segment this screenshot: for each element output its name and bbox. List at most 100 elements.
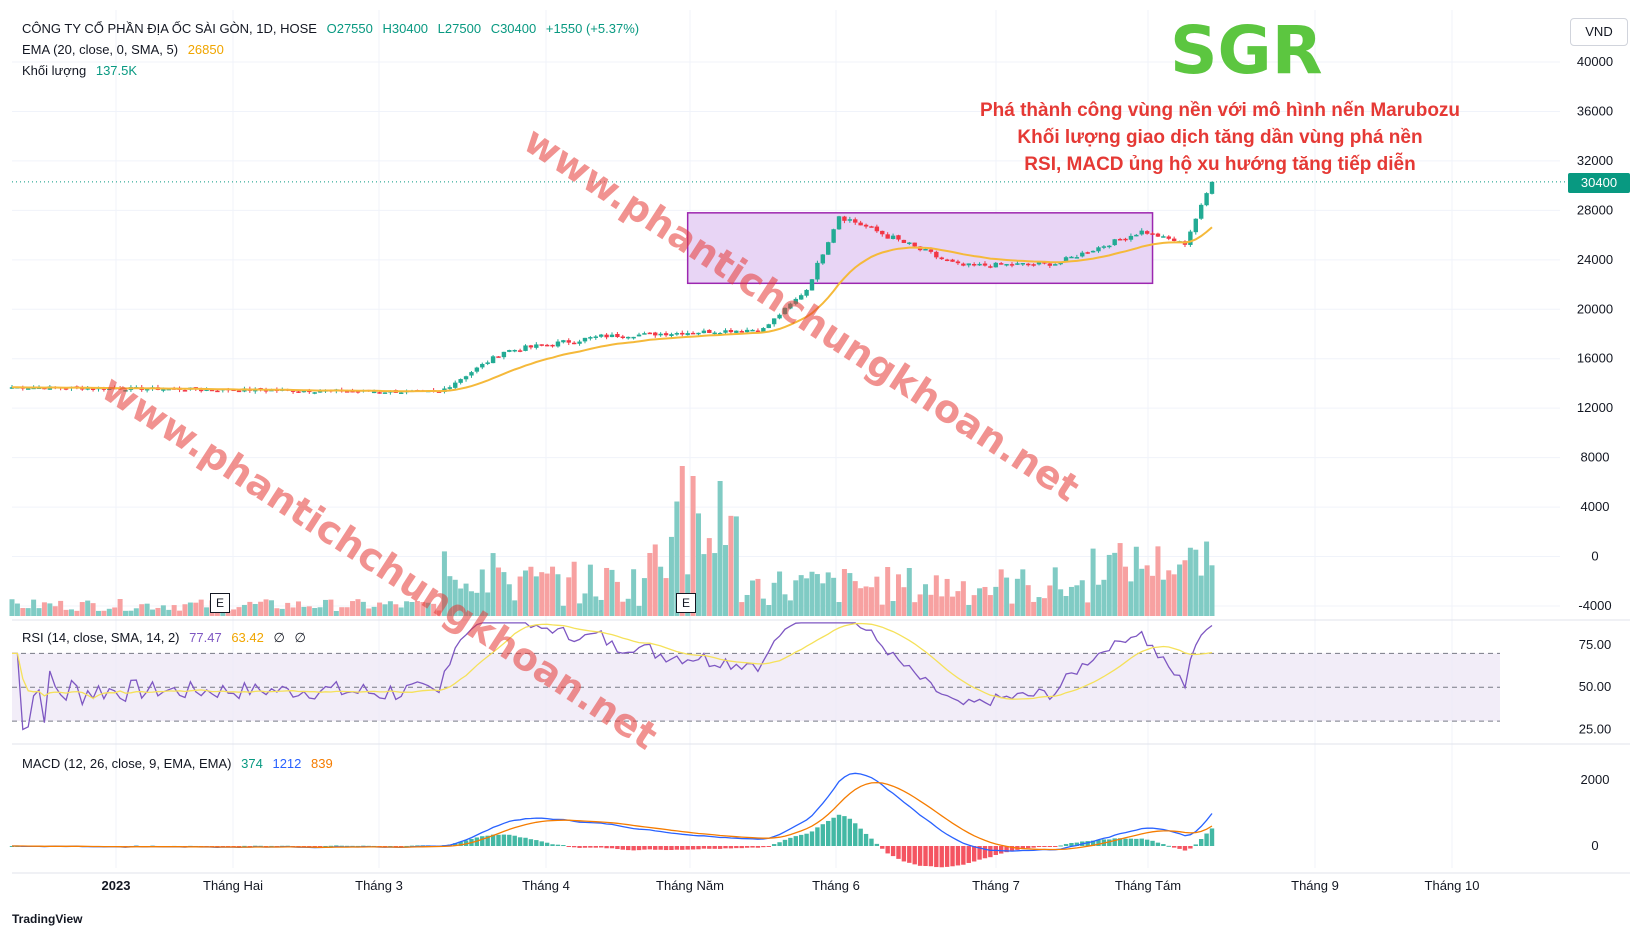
volume-bar [831,577,837,616]
volume-bar [160,605,166,616]
volume-bar [663,578,669,616]
candle-body [577,341,582,344]
candle-body [1047,263,1053,266]
macd-histogram-bar [663,846,669,851]
candle-body [123,390,128,392]
ema-legend[interactable]: EMA (20, close, 0, SMA, 5) 26850 [22,42,230,57]
macd-signal-value: 839 [311,756,333,771]
volume-bar [647,552,653,616]
macd-histogram-bar [696,846,701,850]
macd-signal-line [12,781,1213,851]
candle-body [690,332,696,335]
volume-value: 137.5K [95,63,138,78]
ema-value: 26850 [187,42,224,57]
price-axis-label: 4000 [1581,499,1610,514]
volume-bar [1074,585,1080,616]
macd-histogram-bar [593,846,598,848]
earnings-marker-2[interactable]: E [676,593,696,613]
rsi-legend[interactable]: RSI (14, close, SMA, 14, 2) 77.47 63.42 … [22,630,312,646]
volume-bar [52,606,58,616]
candle-body [944,259,950,262]
volume-bar [750,580,756,616]
last-price-label: 30400 [1568,173,1630,193]
candle-body [1166,236,1171,239]
volume-bar [555,574,561,616]
macd-histogram-bar [1058,845,1063,847]
macd-histogram-bar [555,844,561,846]
candle-body [204,389,209,391]
candle-body [885,234,890,239]
candle-body [263,389,269,392]
candle-body [804,289,809,296]
volume-bar [1036,597,1042,616]
volume-bar [787,600,793,616]
candle-body [874,226,880,232]
candle-body [977,263,982,266]
candle-body [290,390,296,392]
candle-body [950,259,955,262]
candle-body [1117,238,1123,241]
rsi-axis-label: 25.00 [1579,722,1612,737]
volume-bar [1166,570,1172,616]
ohlc-high: H30400 [382,21,429,36]
candle-body [296,391,301,393]
volume-bar [641,578,647,616]
macd-histogram-bar [912,846,917,865]
candle-body [301,390,307,393]
volume-legend[interactable]: Khối lượng 137.5K [22,63,143,78]
rsi-extra-1: ∅ [273,630,285,645]
macd-histogram-bar [982,846,988,859]
macd-pane [9,772,1215,868]
candle-body [1193,218,1198,233]
volume-bar [187,602,193,616]
macd-legend[interactable]: MACD (12, 26, close, 9, EMA, EMA) 374 12… [22,756,339,771]
macd-histogram-bar [1107,839,1112,846]
candle-body [209,389,215,392]
volume-bar [782,594,788,616]
candle-body [566,340,571,343]
volume-bar [847,573,853,616]
volume-bar [328,599,334,616]
volume-bar [679,466,685,616]
macd-histogram-bar [771,844,777,846]
time-axis-label: Tháng Năm [656,878,724,893]
volume-bar [263,599,269,616]
earnings-marker-1[interactable]: E [210,593,230,613]
volume-bar [409,601,415,616]
volume-bar [112,607,118,616]
volume-bar [1090,548,1096,616]
candle-body [355,391,361,393]
volume-bar [1068,586,1074,616]
volume-bar [285,602,291,616]
candle-body [658,333,663,336]
candle-body [609,334,615,338]
volume-bar [171,605,177,616]
volume-bar [295,601,301,616]
candle-body [9,387,15,389]
macd-histogram-bar [1074,842,1080,846]
volume-bar [474,592,480,616]
candle-body [934,251,939,258]
macd-histogram-bar [1036,846,1042,847]
volume-bar [1177,564,1183,616]
volume-bar [333,610,339,616]
volume-bar [355,599,361,616]
candle-body [766,324,771,329]
annotation-line-2: Khối lượng giao dịch tăng dần vùng phá n… [1017,127,1423,148]
macd-histogram-bar [847,818,853,846]
volume-bar [468,591,474,616]
volume-bar [1025,585,1031,616]
volume-bar [1171,574,1177,616]
candle-body [382,392,388,394]
candle-body [555,341,561,347]
tradingview-logo[interactable]: TradingView [12,912,83,926]
volume-bar [658,566,664,616]
macd-histogram-bar [701,846,707,849]
candle-body [896,235,901,240]
macd-histogram-bar [598,846,604,848]
currency-button[interactable]: VND [1570,18,1628,46]
candle-body [312,392,317,394]
candle-body [496,356,501,358]
macd-histogram-bar [1166,845,1171,847]
